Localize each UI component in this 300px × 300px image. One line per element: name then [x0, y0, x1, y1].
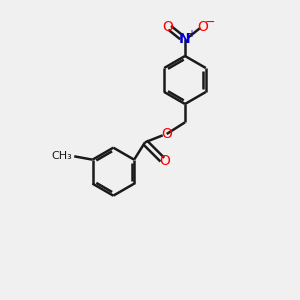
- Text: +: +: [187, 29, 195, 39]
- Text: N: N: [179, 32, 191, 46]
- Text: CH₃: CH₃: [52, 151, 73, 161]
- Text: O: O: [197, 20, 208, 34]
- Text: −: −: [204, 16, 215, 29]
- Text: O: O: [162, 20, 173, 34]
- Text: O: O: [161, 127, 172, 141]
- Text: O: O: [160, 154, 170, 168]
